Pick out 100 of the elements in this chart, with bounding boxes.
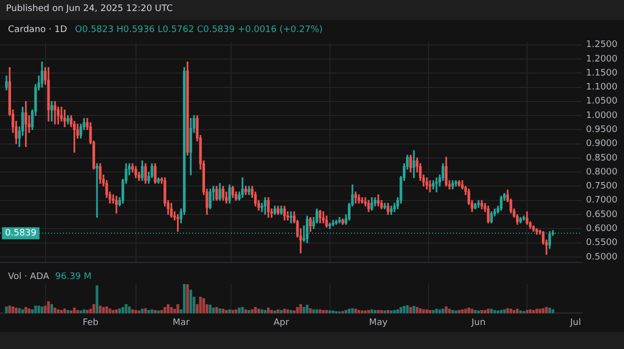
bar: [157, 310, 160, 314]
bar: [164, 307, 166, 314]
bar: [5, 306, 8, 314]
candlestick: [54, 101, 56, 124]
bar: [60, 310, 63, 314]
bar: [118, 308, 121, 314]
bar: [254, 307, 257, 314]
bar: [299, 304, 302, 314]
bar: [202, 298, 206, 314]
bar: [306, 304, 308, 314]
y-tick-label: 0.5000: [586, 252, 618, 262]
bar: [428, 310, 432, 314]
x-tick-label: Apr: [274, 318, 290, 328]
bar: [470, 308, 474, 314]
bar: [124, 304, 128, 314]
bar: [490, 308, 493, 314]
y-tick-label: 0.6000: [586, 224, 618, 234]
bar: [506, 308, 509, 314]
bar: [24, 307, 28, 314]
bar: [276, 309, 280, 314]
bar: [98, 306, 102, 314]
chart-subtitle: O0.5823 H0.5936 L0.5762 C0.5839 +0.0016 (+0.27%): [75, 25, 323, 35]
bar: [302, 307, 306, 314]
bar: [37, 306, 40, 314]
bar: [176, 304, 180, 314]
candlestick: [290, 211, 292, 224]
bar: [199, 296, 202, 314]
bar: [131, 309, 134, 314]
bar: [8, 306, 12, 314]
x-tick-label: Jun: [470, 318, 486, 328]
bar: [18, 308, 21, 314]
bar: [548, 308, 551, 314]
x-tick-label: Feb: [82, 318, 99, 328]
candlestick: [435, 177, 438, 192]
bar: [182, 284, 186, 314]
bar: [102, 307, 105, 314]
bar: [234, 309, 238, 314]
bar: [82, 309, 86, 314]
bar: [400, 307, 402, 314]
bar: [228, 309, 231, 314]
y-tick-label: 0.9500: [586, 125, 618, 136]
y-tick-label: 0.7000: [586, 196, 618, 206]
candlestick: [428, 180, 432, 192]
bar: [496, 310, 500, 314]
bar: [186, 284, 189, 314]
bar: [296, 307, 299, 314]
bar: [218, 308, 222, 314]
bar: [542, 308, 545, 314]
y-tick-label: 0.5500: [586, 238, 618, 248]
y-tick-label: 1.0500: [586, 96, 618, 107]
bar: [290, 310, 292, 314]
bar: [212, 308, 215, 314]
bar: [332, 310, 334, 314]
bar: [532, 310, 535, 314]
bar: [519, 310, 522, 314]
y-tick-label: 0.9000: [586, 139, 618, 150]
bar: [122, 307, 124, 314]
bar: [105, 306, 108, 314]
x-tick-label: May: [368, 318, 388, 328]
y-tick-label: 1.1500: [586, 68, 618, 78]
bar: [92, 304, 96, 314]
bar: [538, 308, 542, 314]
ref-line-label: 0.5839: [5, 228, 37, 239]
text: Published on Jun 24, 2025 12:20 UTC: [6, 4, 173, 14]
bar: [419, 308, 422, 314]
bar: [144, 308, 147, 314]
bar: [448, 308, 451, 314]
x-tick-label: Mar: [172, 318, 190, 328]
bar: [63, 308, 66, 314]
y-tick-label: 0.7500: [586, 182, 618, 192]
bar: [435, 308, 438, 314]
bar: [14, 308, 18, 314]
x-tick-label: Jul: [569, 318, 581, 328]
bar: [477, 310, 480, 314]
chart-title: Vol · ADA: [8, 272, 50, 282]
bar: [248, 310, 250, 314]
bar: [283, 308, 286, 314]
bar: [28, 308, 30, 314]
bar: [34, 306, 37, 314]
bar: [238, 308, 241, 314]
bar: [416, 307, 418, 314]
bar: [215, 307, 218, 314]
bar: [128, 306, 131, 314]
bar: [54, 308, 56, 314]
bar: [484, 310, 486, 314]
y-tick-label: 0.6500: [586, 210, 618, 220]
bar: [241, 307, 244, 314]
bar: [412, 306, 416, 314]
bar: [393, 310, 396, 314]
bar: [108, 308, 112, 314]
chart-title: Cardano · 1D: [8, 25, 68, 35]
bar: [422, 309, 425, 314]
bar: [402, 306, 406, 314]
y-tick-label: 1.2500: [586, 40, 618, 50]
bar: [444, 306, 448, 314]
y-tick-label: 1.2000: [586, 54, 618, 64]
y-tick-label: 0.8000: [586, 167, 618, 178]
bar: [208, 304, 212, 314]
bar: [40, 306, 44, 314]
candlestick: [96, 163, 98, 218]
